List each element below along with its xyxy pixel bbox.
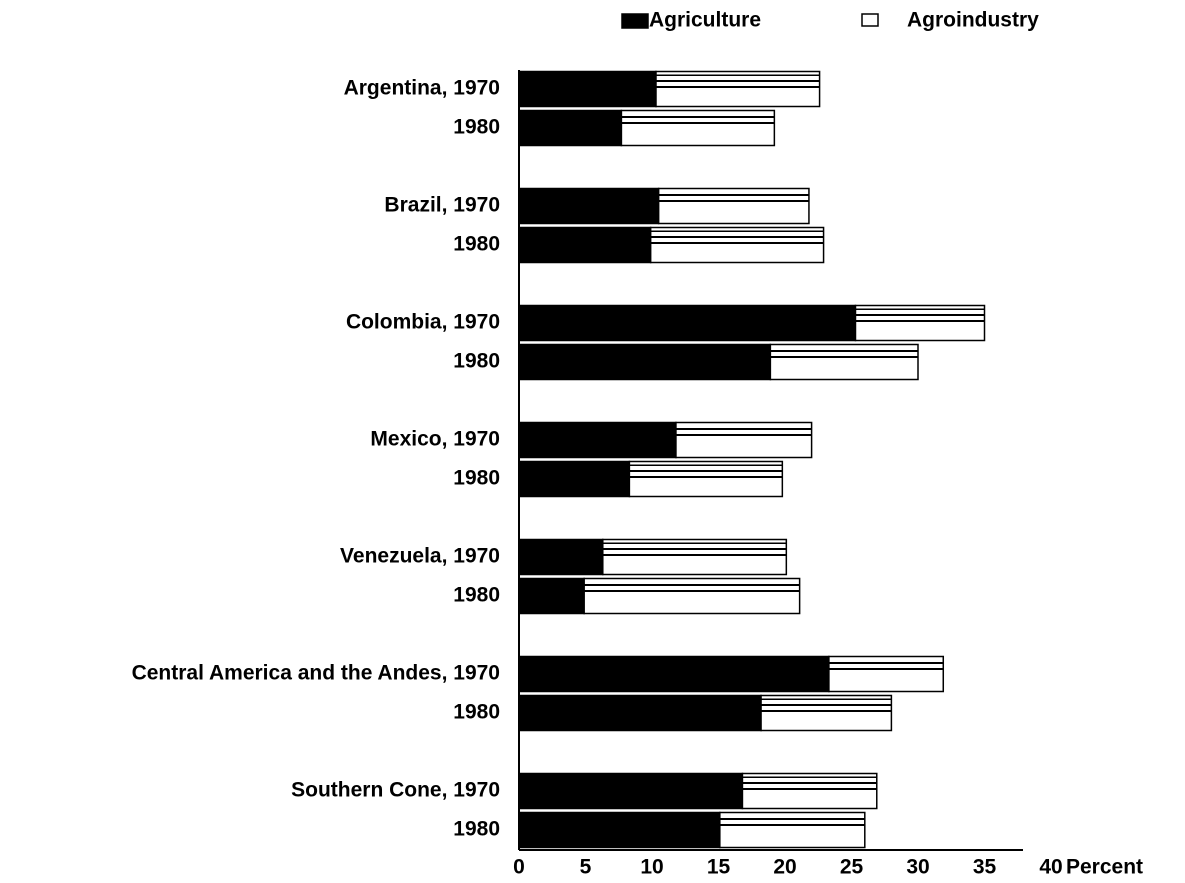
hatch [655,74,820,89]
x-tick-label: 0 [513,856,525,879]
legend-label: Agriculture [649,9,761,32]
bar-segment [518,772,744,810]
y-tick-label: 1980 [453,350,500,373]
hatch [742,776,877,791]
y-tick-label: Southern Cone, 1970 [291,779,500,802]
bar-segment [518,187,660,225]
y-tick-label: Colombia, 1970 [346,311,500,334]
hatch [658,191,809,206]
hatch [650,230,824,245]
x-axis-label: Percent [1066,856,1143,879]
x-tick-label: 35 [973,856,997,879]
bar-segment [518,304,857,342]
x-tick-label: 40 [1039,856,1062,879]
legend-swatch [861,13,879,27]
legend-swatch [621,13,649,29]
hatch [584,581,800,596]
y-tick-label: Venezuela, 1970 [340,545,500,568]
y-tick-label: 1980 [453,818,500,841]
bar-segment [518,460,631,498]
hatch [602,542,787,557]
x-tick-label: 5 [580,856,592,879]
bar-segment [518,694,762,732]
y-tick-label: Argentina, 1970 [344,77,500,100]
hatch [719,815,865,830]
bar-segment [518,577,585,615]
y-tick-label: Mexico, 1970 [370,428,500,451]
hatch [621,113,775,128]
y-tick-label: 1980 [453,467,500,490]
bar-segment [518,655,830,693]
bar-segment [518,226,652,264]
bar-segment [518,109,623,147]
y-tick-label: 1980 [453,701,500,724]
legend-label: Agroindustry [907,9,1039,32]
bar-segment [518,421,677,459]
x-tick-label: 10 [640,856,663,879]
hatch [629,464,783,479]
bar-segment [518,538,604,576]
hatch [828,659,944,674]
bar-segment [518,811,721,849]
hatch [770,347,918,362]
x-tick-label: 15 [707,856,731,879]
x-tick-label: 20 [773,856,796,879]
hatch [761,698,892,713]
y-tick-label: Brazil, 1970 [384,194,500,217]
x-tick-label: 30 [906,856,929,879]
y-tick-label: 1980 [453,233,500,256]
bar-segment [518,70,657,108]
y-tick-label: Central America and the Andes, 1970 [132,662,500,685]
bar-segment [518,343,772,381]
y-tick-label: 1980 [453,116,500,139]
x-tick-label: 25 [840,856,864,879]
hatch [675,425,812,440]
y-tick-label: 1980 [453,584,500,607]
hatch [855,308,985,323]
